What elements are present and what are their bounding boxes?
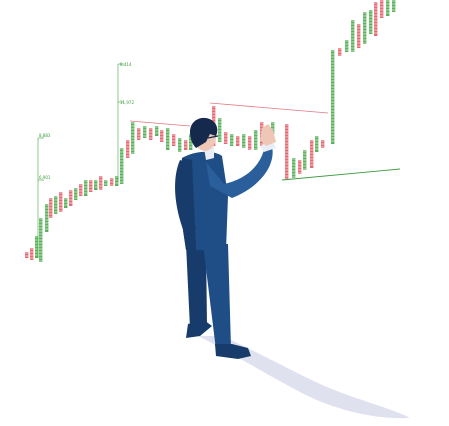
price-label-4: 11,972: [120, 100, 134, 105]
pf-o-column: [310, 140, 314, 168]
pf-o-column: [224, 132, 228, 144]
hair: [190, 117, 218, 148]
pf-x-column: [35, 236, 39, 258]
pf-o-column: [357, 24, 361, 48]
pf-x-column: [120, 148, 124, 184]
pf-x-column: [345, 40, 349, 52]
pf-o-column: [160, 130, 164, 142]
resistance-trendline-2: [209, 102, 329, 114]
pf-o-column: [149, 128, 153, 140]
price-label-2: 6,901: [39, 175, 51, 180]
resistance-trendline: [129, 120, 191, 127]
pf-x-column: [315, 136, 319, 152]
pf-o-column: [184, 140, 188, 150]
pf-x-column: [271, 122, 275, 134]
pf-o-column: [126, 140, 130, 158]
pf-o-column: [69, 190, 73, 206]
pf-x-column: [230, 134, 234, 146]
businessman-figure: [175, 117, 276, 359]
pf-o-column: [25, 252, 29, 258]
pf-x-column: [166, 128, 170, 150]
pointing-hand: [260, 124, 276, 146]
support-trendline: [281, 168, 401, 181]
glasses: [207, 135, 219, 139]
pf-x-column: [369, 10, 373, 34]
left-leg: [186, 244, 207, 330]
right-leg: [203, 244, 231, 350]
pf-x-column: [74, 188, 78, 200]
pf-x-column: [331, 50, 335, 144]
pf-x-column: [386, 0, 390, 16]
pf-x-column: [155, 126, 159, 136]
pf-o-column: [374, 2, 378, 36]
pf-x-column: [189, 134, 193, 150]
pf-x-column: [143, 126, 147, 138]
pf-x-column: [94, 180, 98, 190]
right-shoe: [215, 344, 251, 359]
pf-o-column: [172, 134, 176, 146]
figure-shadow: [198, 336, 410, 419]
pf-x-column: [115, 176, 119, 186]
pf-x-column: [84, 180, 88, 196]
pf-x-column: [392, 0, 396, 12]
pf-o-column: [380, 0, 384, 18]
pf-x-column: [45, 204, 49, 232]
pf-o-column: [79, 184, 83, 196]
point-and-figure-chart: [25, 0, 396, 262]
pf-x-column: [104, 180, 108, 186]
pf-x-column: [218, 118, 222, 142]
back-arm: [175, 160, 196, 232]
left-shoe: [186, 320, 212, 338]
price-label-3: 8,414: [120, 62, 132, 67]
label-guides: [37, 63, 124, 258]
pf-x-column: [54, 196, 58, 214]
raised-arm: [206, 146, 273, 198]
pf-o-column: [137, 128, 141, 140]
pf-o-column: [236, 136, 240, 146]
pf-o-column: [30, 248, 34, 260]
pf-o-column: [89, 180, 93, 192]
pf-x-column: [64, 198, 68, 208]
price-label-1: 8,883: [39, 133, 51, 138]
